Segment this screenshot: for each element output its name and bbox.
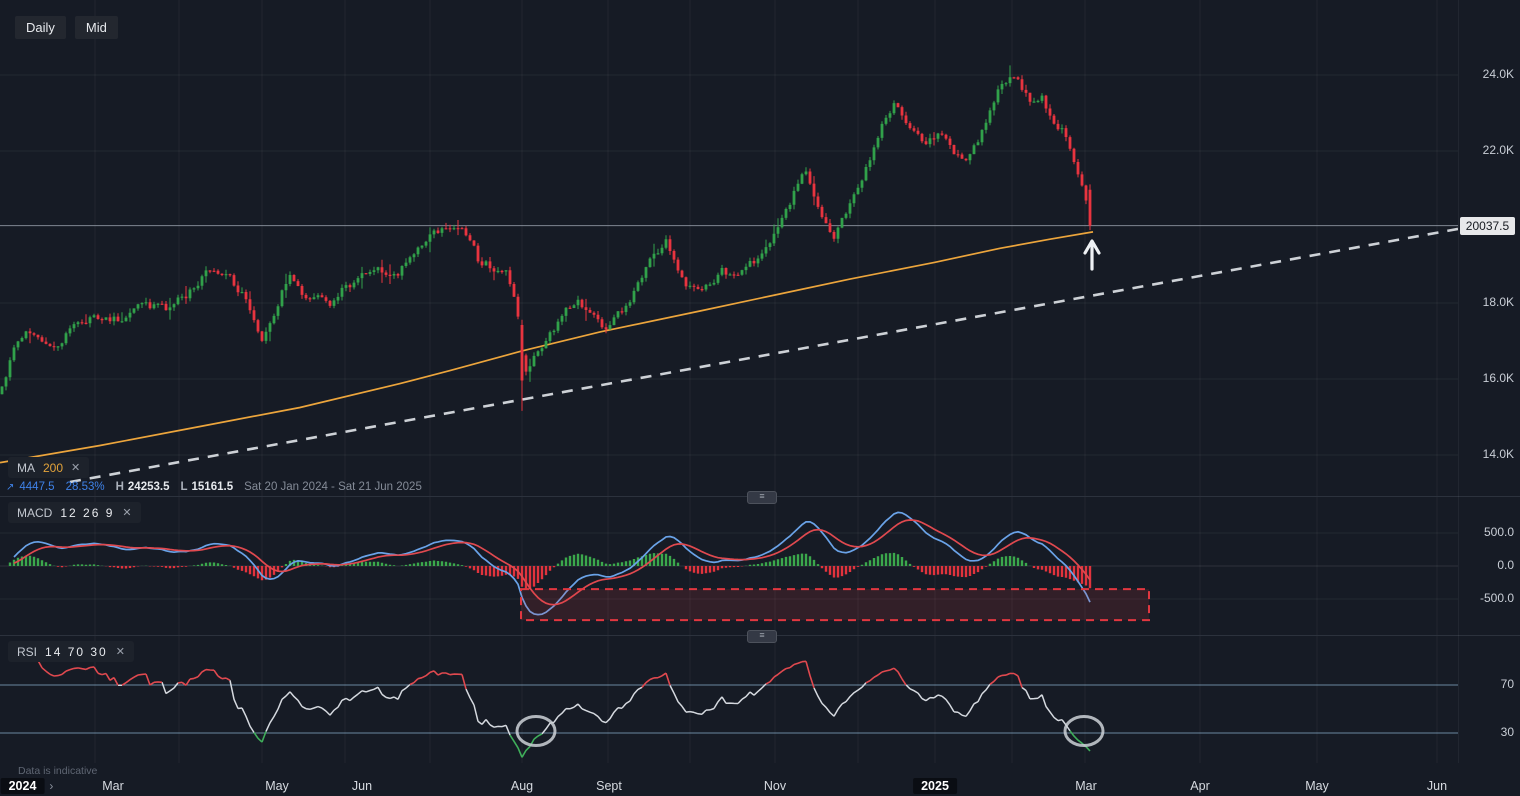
instrument-status-row: ↗ 4447.5 28.53% H 24253.5 L 15161.5 Sat … xyxy=(6,481,422,493)
axis-label: 18.0K xyxy=(1482,295,1514,309)
time-axis-label: May xyxy=(265,779,289,793)
time-axis-label: Apr xyxy=(1190,779,1210,793)
macd-indicator-pill[interactable]: MACD 12 26 9 ✕ xyxy=(8,502,141,523)
rsi-indicator-pill[interactable]: RSI 14 70 30 ✕ xyxy=(8,641,134,662)
ma-close-icon[interactable]: ✕ xyxy=(71,462,81,474)
time-axis-label: Jun xyxy=(1426,779,1448,793)
chart-canvas[interactable] xyxy=(0,0,1458,763)
annotations-layer xyxy=(515,239,1105,747)
low-label: L xyxy=(180,481,188,493)
change-value: 4447.5 xyxy=(19,481,55,493)
grid-lines xyxy=(0,0,1458,763)
rsi-pane-layer xyxy=(18,648,1091,758)
time-axis-label: Mar xyxy=(1075,779,1097,793)
chevron-right-icon[interactable]: › xyxy=(49,779,54,793)
time-axis-label: Jun xyxy=(351,779,373,793)
axis-label: 70 xyxy=(1500,677,1514,691)
rsi-indicator-name: RSI xyxy=(17,644,38,659)
axis-label: 16.0K xyxy=(1482,371,1514,385)
macd-indicator-name: MACD xyxy=(17,505,53,520)
time-axis-label: Nov xyxy=(763,779,787,793)
dashed-trendline xyxy=(69,227,1458,484)
time-axis-label: Sept xyxy=(596,779,622,793)
last-price-tag: 20037.5 xyxy=(1460,216,1515,235)
time-axis[interactable]: 2024 › Mar May Jun Aug Sept Nov 2025 Mar Apr May Jun xyxy=(0,763,1520,796)
macd-pane-layer xyxy=(8,511,1150,622)
change-percent: 28.53% xyxy=(65,481,105,493)
time-axis-label: Aug xyxy=(510,779,534,793)
axis-label: -500.0 xyxy=(1479,591,1514,605)
price-axis[interactable]: 24.0K 22.0K 18.0K 16.0K 14.0K 500.0 0.0 -500.0 7… xyxy=(1458,0,1520,763)
rsi-params: 14 70 30 xyxy=(45,644,108,659)
macd-close-icon[interactable]: ✕ xyxy=(122,507,132,519)
rsi-pane-resize-handle[interactable]: ≡ xyxy=(747,630,777,643)
axis-label: 24.0K xyxy=(1482,67,1514,81)
timeframe-daily-button[interactable]: Daily xyxy=(15,16,66,39)
macd-pane-resize-handle[interactable]: ≡ xyxy=(747,491,777,504)
date-range: Sat 20 Jan 2024 - Sat 21 Jun 2025 xyxy=(244,481,422,493)
macd-params: 12 26 9 xyxy=(60,505,115,520)
axis-label: 14.0K xyxy=(1482,447,1514,461)
time-axis-label: 2025 xyxy=(913,778,957,794)
candles-layer xyxy=(0,65,1092,411)
price-mode-mid-button[interactable]: Mid xyxy=(74,16,118,39)
chart-toolbar: Daily Mid xyxy=(15,16,118,39)
time-axis-label: 2024 › xyxy=(0,778,54,794)
change-arrow-icon: ↗ xyxy=(6,481,15,493)
axis-label: 0.0 xyxy=(1497,558,1514,572)
rsi-close-icon[interactable]: ✕ xyxy=(115,646,125,658)
data-indicative-note: Data is indicative xyxy=(18,765,98,777)
time-axis-label: Mar xyxy=(102,779,124,793)
axis-label: 22.0K xyxy=(1482,143,1514,157)
ma-indicator-pill[interactable]: MA 200 ✕ xyxy=(8,457,90,478)
high-value: 24253.5 xyxy=(127,481,170,493)
ma200-line xyxy=(0,231,1094,464)
high-label: H xyxy=(115,481,124,493)
ma-indicator-name: MA xyxy=(17,460,35,475)
axis-label: 30 xyxy=(1500,725,1514,739)
axis-label: 500.0 xyxy=(1483,525,1514,539)
low-value: 15161.5 xyxy=(191,481,234,493)
ma-period-value: 200 xyxy=(43,460,64,475)
time-axis-label: May xyxy=(1305,779,1329,793)
